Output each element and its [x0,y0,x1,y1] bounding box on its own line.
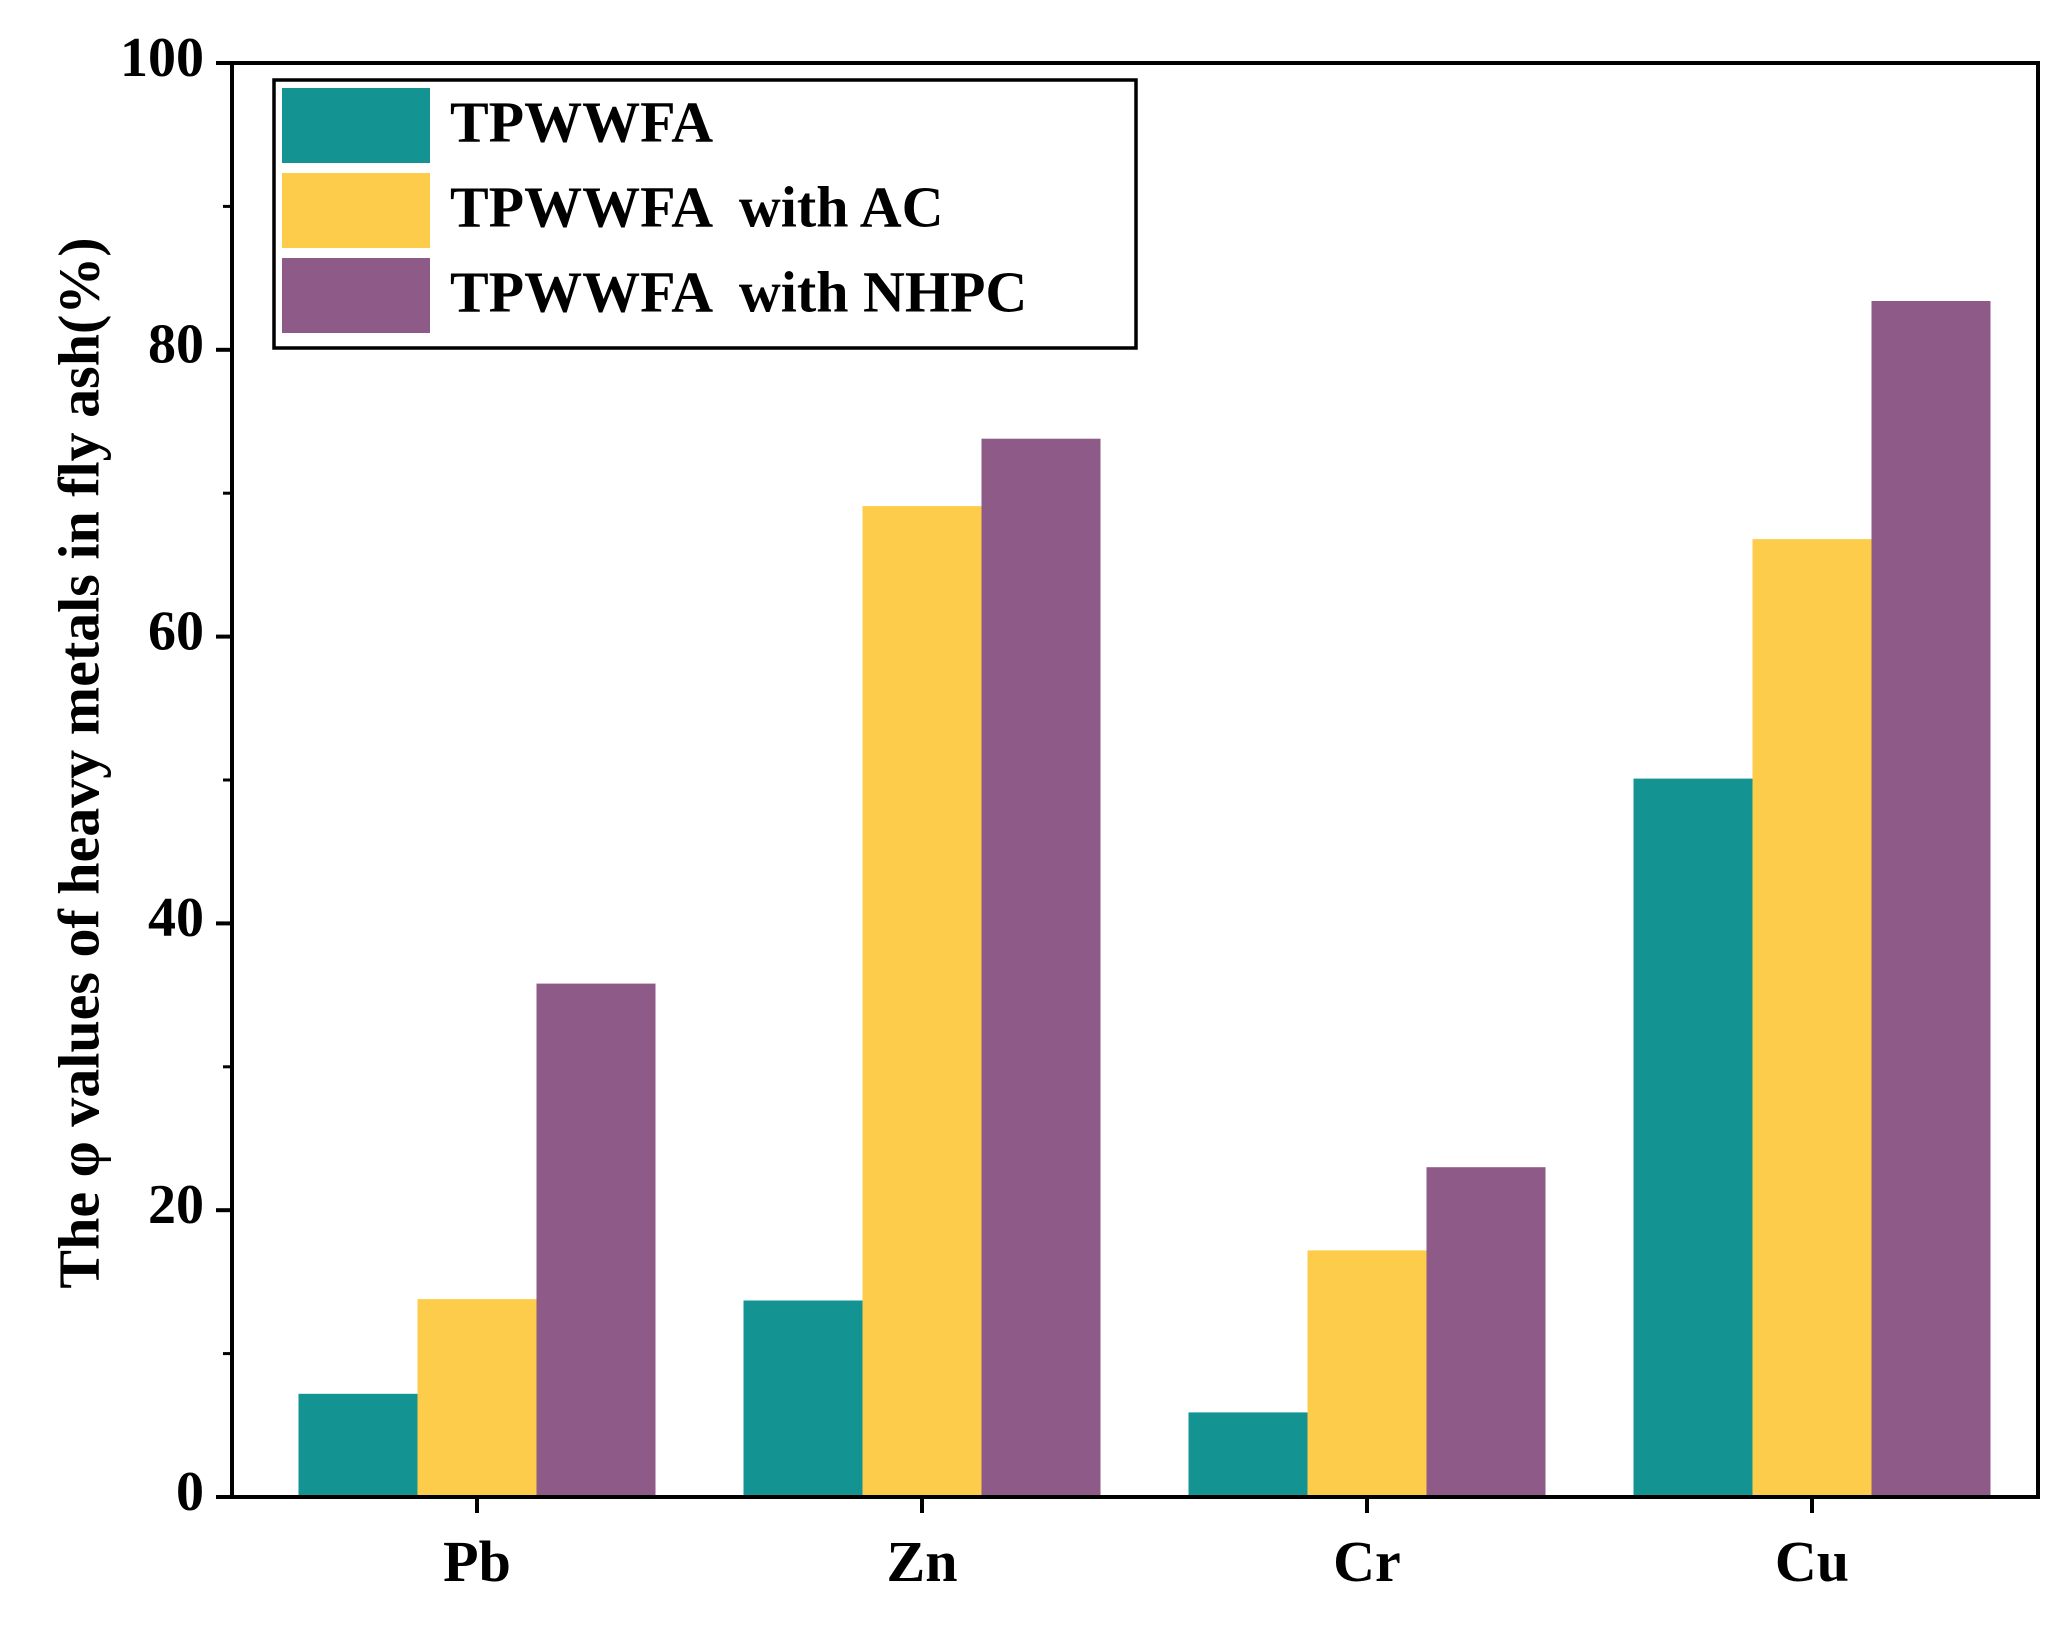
x-tick-label-pb: Pb [443,1529,511,1594]
y-tick-label: 80 [148,314,204,376]
bar-tpwwfa-with-nhpc-pb [536,983,656,1497]
y-tick-label: 0 [176,1461,204,1523]
legend-label-tpwwfa-with-ac: TPWWFA with AC [450,174,944,239]
y-tick-label: 40 [148,887,204,949]
legend-swatch-tpwwfa [282,88,430,163]
legend-label-tpwwfa-with-nhpc: TPWWFA with NHPC [450,259,1027,324]
bar-tpwwfa-zn [743,1300,863,1497]
bar-tpwwfa-with-nhpc-zn [981,438,1101,1498]
y-axis-label: The φ values of heavy metals in fly ash(… [46,237,111,1288]
legend-swatch-tpwwfa-with-nhpc [282,258,430,333]
bar-tpwwfa-pb [298,1393,418,1497]
bar-tpwwfa-cr [1188,1412,1308,1497]
bar-tpwwfa-with-nhpc-cu [1871,301,1991,1497]
bars [298,301,1991,1498]
bar-tpwwfa-with-ac-cr [1307,1250,1427,1497]
bar-tpwwfa-cu [1633,778,1753,1497]
legend: TPWWFA TPWWFA with AC TPWWFA with NHPC [272,78,1138,350]
bar-tpwwfa-with-ac-cu [1752,539,1872,1497]
x-tick-label-zn: Zn [887,1529,958,1594]
x-tick-label-cr: Cr [1333,1529,1401,1594]
x-tick-label-cu: Cu [1775,1529,1849,1594]
y-tick-label: 60 [148,600,204,662]
bar-tpwwfa-with-ac-zn [862,506,982,1498]
y-tick-label: 20 [148,1174,204,1236]
y-tick-label: 100 [120,27,204,89]
legend-label-tpwwfa: TPWWFA [450,89,713,154]
bar-tpwwfa-with-ac-pb [417,1299,537,1497]
legend-swatch-tpwwfa-with-ac [282,173,430,248]
bar-tpwwfa-with-nhpc-cr [1426,1167,1546,1497]
axes: 0 20 40 60 80 100 Pb Zn Cr Cu [120,27,2040,1594]
